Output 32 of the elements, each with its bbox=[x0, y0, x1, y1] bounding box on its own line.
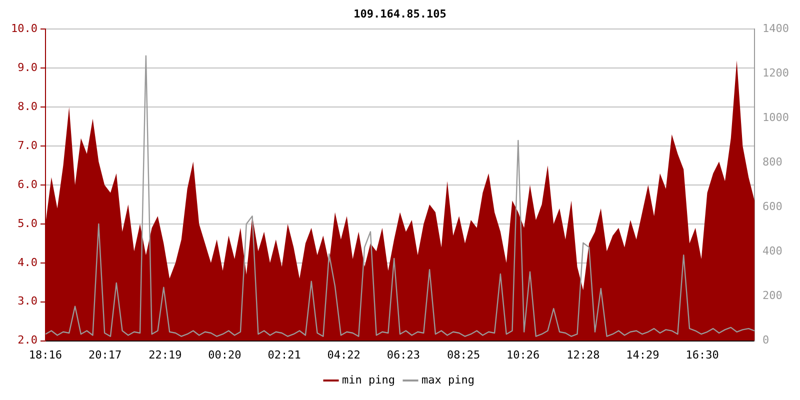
y-tick-label: 3.0 bbox=[18, 294, 38, 308]
y-tick-label: 4.0 bbox=[18, 256, 38, 269]
x-tick-label: 06:23 bbox=[386, 348, 420, 362]
x-tick-label: 04:22 bbox=[327, 348, 360, 362]
y-tick-label: 6.0 bbox=[18, 178, 38, 191]
x-tick-label: 16:30 bbox=[686, 348, 719, 362]
x-tick-label: 18:16 bbox=[28, 348, 62, 362]
y2-tick-label: 1000 bbox=[762, 111, 790, 124]
y-tick-label: 8.0 bbox=[18, 100, 38, 113]
x-tick-label: 12:28 bbox=[566, 348, 600, 362]
y2-tick-label: 400 bbox=[762, 244, 782, 258]
y2-tick-label: 1200 bbox=[762, 66, 790, 80]
x-tick-label: 22:19 bbox=[148, 348, 182, 362]
x-tick-label: 20:17 bbox=[88, 348, 122, 362]
y-tick-label: 9.0 bbox=[18, 61, 38, 74]
y-tick-label: 10.0 bbox=[10, 22, 38, 36]
x-tick-label: 08:25 bbox=[446, 348, 480, 362]
x-tick-label: 14:29 bbox=[626, 348, 660, 362]
x-tick-label: 00:20 bbox=[208, 348, 242, 362]
y2-tick-label: 200 bbox=[762, 289, 782, 302]
y-tick-label: 5.0 bbox=[18, 216, 38, 230]
chart-title: 109.164.85.105 bbox=[354, 7, 446, 20]
legend-label: min ping bbox=[342, 373, 396, 386]
y-tick-label: 2.0 bbox=[18, 334, 38, 347]
legend-label: max ping bbox=[422, 373, 474, 386]
y-tick-label: 7.0 bbox=[18, 138, 38, 152]
x-tick-label: 10:26 bbox=[506, 348, 540, 362]
y2-tick-label: 1400 bbox=[762, 22, 790, 36]
y2-tick-label: 0 bbox=[762, 334, 770, 347]
y2-tick-label: 600 bbox=[762, 200, 782, 214]
y2-tick-label: 800 bbox=[762, 156, 782, 169]
x-tick-label: 02:21 bbox=[268, 348, 301, 362]
